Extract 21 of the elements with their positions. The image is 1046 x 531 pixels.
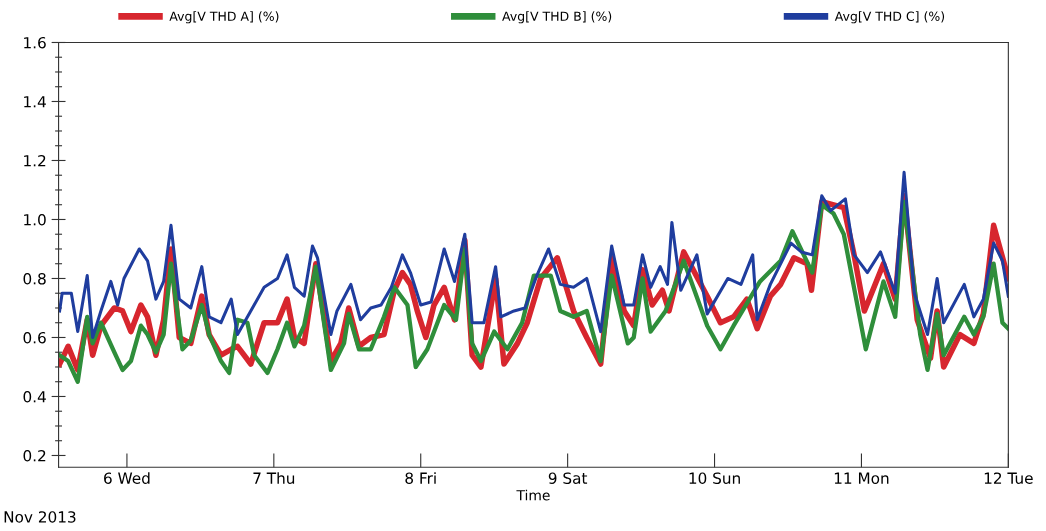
x-tick-label: 6 Wed — [104, 472, 150, 484]
x-axis-title: Time — [516, 489, 550, 501]
legend-label: Avg[V THD A] (%) — [169, 11, 279, 24]
y-tick-label: 1.0 — [24, 213, 46, 226]
y-tick-label: 0.4 — [23, 390, 46, 403]
x-tick-label: 7 Thu — [253, 472, 295, 484]
x-tick-label: 12 Tue — [984, 472, 1033, 484]
text: Nov 2013 — [4, 511, 76, 523]
x-tick-label: 10 Sun — [689, 472, 740, 484]
x-tick-label: 9 Sat — [548, 472, 588, 484]
y-tick-label: 0.6 — [23, 331, 46, 344]
y-tick-label: 1.4 — [24, 96, 46, 108]
legend-label: Avg[V THD B] (%) — [502, 11, 612, 24]
x-tick-label: 11 Mon — [834, 472, 889, 484]
y-tick-label: 1.6 — [24, 36, 46, 49]
x-tick-label: 8 Fri — [405, 472, 436, 484]
y-tick-label: 0.8 — [23, 272, 46, 285]
y-tick-label: 1.2 — [24, 154, 46, 167]
line-series — [58, 170, 1009, 340]
y-tick-label: 0.2 — [23, 449, 46, 462]
legend-label: Avg[V THD C] (%) — [834, 11, 945, 24]
